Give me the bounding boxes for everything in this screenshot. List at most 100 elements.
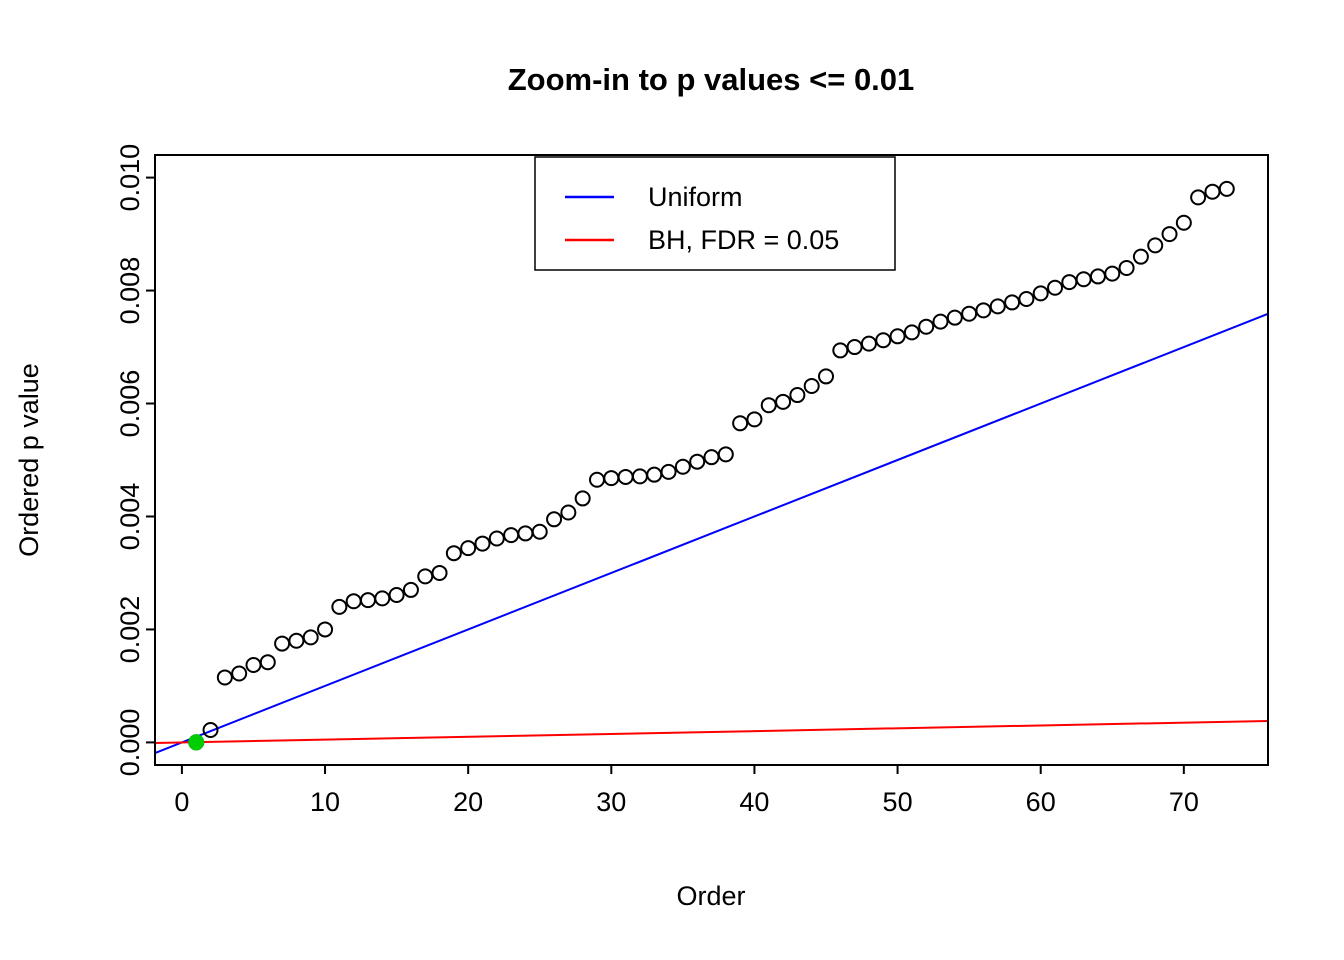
data-point xyxy=(1018,291,1035,308)
data-point xyxy=(1004,294,1021,311)
data-point xyxy=(517,525,534,542)
data-point xyxy=(474,535,491,552)
data-point xyxy=(288,632,305,649)
data-point xyxy=(202,721,219,738)
legend: Uniform BH, FDR = 0.05 xyxy=(534,156,896,271)
x-tick-label: 50 xyxy=(883,787,913,817)
x-tick-label: 40 xyxy=(739,787,769,817)
data-point xyxy=(1032,285,1049,302)
chart-title: Zoom-in to p values <= 0.01 xyxy=(508,62,915,97)
data-point xyxy=(946,309,963,326)
x-axis-label: Order xyxy=(676,881,745,911)
data-point xyxy=(1147,237,1164,254)
data-point xyxy=(1175,214,1192,231)
data-point xyxy=(388,586,405,603)
data-point xyxy=(259,654,276,671)
data-point xyxy=(1204,183,1221,200)
data-point xyxy=(775,393,792,410)
y-tick-label: 0.000 xyxy=(115,709,145,777)
data-point xyxy=(345,593,362,610)
data-point xyxy=(402,581,419,598)
data-point xyxy=(732,415,749,432)
plot-layer: 0 10 20 30 40 50 60 70 0.000 0.002 0.004 0.006 0.008… xyxy=(115,144,1269,817)
data-point xyxy=(961,305,978,322)
legend-box xyxy=(534,156,896,271)
y-tick-label: 0.004 xyxy=(115,483,145,551)
data-point xyxy=(1104,265,1121,282)
data-point xyxy=(359,592,376,609)
legend-bh-label: BH, FDR = 0.05 xyxy=(648,225,839,255)
data-point xyxy=(560,504,577,521)
data-point xyxy=(703,449,720,466)
data-point xyxy=(302,629,319,646)
data-point xyxy=(574,490,591,507)
data-point xyxy=(488,530,505,547)
data-point xyxy=(374,590,391,607)
data-point xyxy=(1118,259,1135,276)
data-point xyxy=(603,470,620,487)
data-point xyxy=(588,471,605,488)
x-tick-label: 20 xyxy=(453,787,483,817)
data-point xyxy=(617,468,634,485)
data-point xyxy=(531,523,548,540)
data-point xyxy=(646,466,663,483)
significant-point xyxy=(188,734,205,751)
data-point xyxy=(746,411,763,428)
data-point xyxy=(1047,279,1064,296)
data-point xyxy=(546,511,563,528)
data-point xyxy=(803,378,820,395)
data-point xyxy=(431,564,448,581)
data-point xyxy=(932,313,949,330)
x-tick-label: 70 xyxy=(1169,787,1199,817)
data-point xyxy=(216,669,233,686)
data-point xyxy=(889,328,906,345)
x-tick-label: 30 xyxy=(596,787,626,817)
data-point xyxy=(660,463,677,480)
data-point xyxy=(903,324,920,341)
data-point xyxy=(846,339,863,356)
data-point xyxy=(1089,268,1106,285)
data-point xyxy=(789,387,806,404)
x-tick-label: 0 xyxy=(174,787,189,817)
data-point xyxy=(274,635,291,652)
x-tick-label: 60 xyxy=(1026,787,1056,817)
data-point xyxy=(417,568,434,585)
bh-fdr-0-05-line xyxy=(154,719,1269,744)
x-tick-label: 10 xyxy=(310,787,340,817)
data-point xyxy=(1132,248,1149,265)
y-tick-label: 0.006 xyxy=(115,370,145,438)
data-point xyxy=(245,657,262,674)
data-point xyxy=(674,458,691,475)
data-point xyxy=(832,342,849,359)
data-point xyxy=(1218,180,1235,197)
data-point xyxy=(1075,271,1092,288)
data-point xyxy=(1161,226,1178,243)
data-point xyxy=(317,621,334,638)
data-point xyxy=(331,598,348,615)
data-point xyxy=(445,545,462,562)
data-point xyxy=(231,665,248,682)
data-point xyxy=(818,368,835,385)
data-point xyxy=(918,318,935,335)
y-tick-label: 0.008 xyxy=(115,257,145,325)
y-tick-label: 0.010 xyxy=(115,144,145,212)
data-point xyxy=(503,527,520,544)
data-point xyxy=(717,446,734,463)
data-point xyxy=(875,332,892,349)
data-point xyxy=(1061,274,1078,291)
data-point xyxy=(1190,189,1207,206)
data-point xyxy=(860,335,877,352)
data-point xyxy=(975,302,992,319)
legend-uniform-label: Uniform xyxy=(648,182,743,212)
data-point xyxy=(460,540,477,557)
uniform-line xyxy=(154,312,1269,754)
data-point xyxy=(989,298,1006,315)
data-point xyxy=(631,468,648,485)
y-tick-label: 0.002 xyxy=(115,596,145,664)
data-point xyxy=(689,453,706,470)
y-axis-label: Ordered p value xyxy=(14,363,44,557)
data-point xyxy=(760,397,777,414)
plot-box xyxy=(154,154,1269,766)
